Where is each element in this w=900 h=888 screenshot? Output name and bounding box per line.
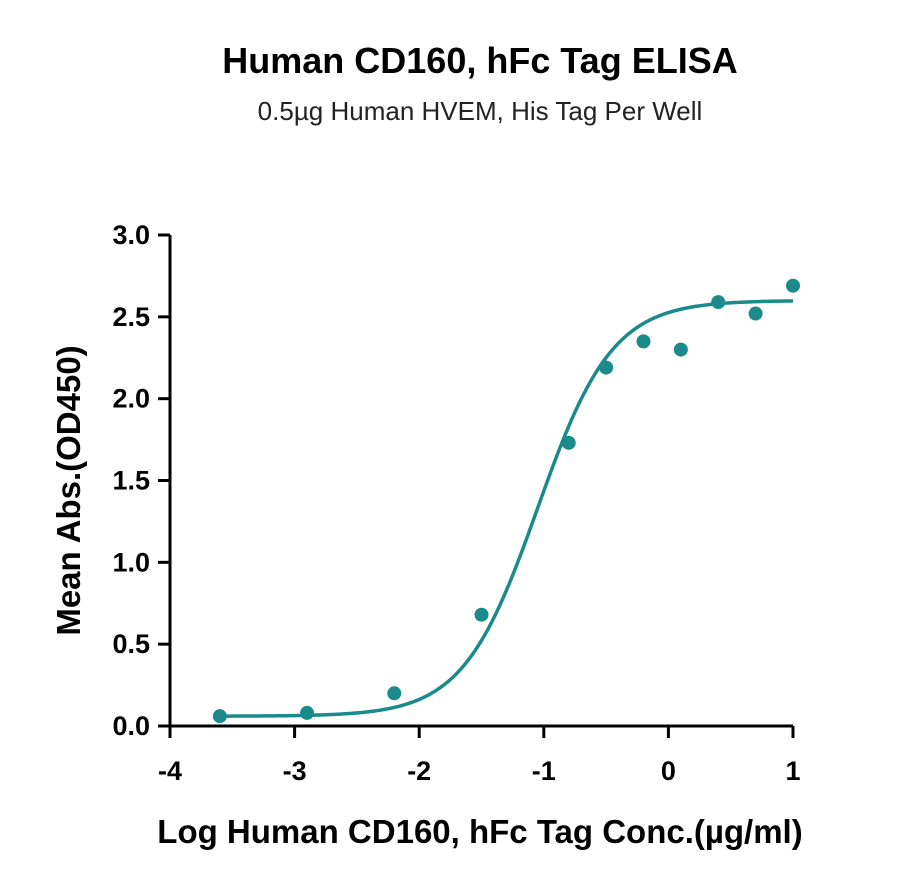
x-axis-title: Log Human CD160, hFc Tag Conc.(µg/ml) [157,813,802,850]
chart-subtitle: 0.5µg Human HVEM, His Tag Per Well [257,96,703,126]
y-tick-label: 2.0 [112,384,150,414]
ticks: 0.0 0.5 1.0 1.5 2.0 2.5 3.0 -4 -3 -2 -1 0 1 [112,220,800,786]
axes [168,235,793,728]
data-point [673,342,688,357]
y-axis-title: Mean Abs.(OD450) [50,345,87,635]
x-tick-label: 0 [661,756,676,786]
x-tick-label: -1 [532,756,556,786]
data-point [474,607,489,622]
y-tick-label: 1.0 [112,547,150,577]
chart-title: Human CD160, hFc Tag ELISA [222,40,738,81]
data-point [561,435,576,450]
data-point [711,295,726,310]
data-point [748,306,763,321]
data-point [636,334,651,349]
x-tick-label: -3 [283,756,307,786]
fit-curve-group [219,299,794,718]
data-point [387,686,402,701]
x-tick-label: 1 [785,756,800,786]
y-tick-label: 1.5 [112,466,150,496]
data-point [599,360,614,375]
data-point [212,709,227,724]
y-tick-label: 2.5 [112,302,150,332]
x-tick-label: -2 [407,756,431,786]
data-points [212,278,800,724]
data-point [300,705,315,720]
y-tick-label: 0.5 [112,629,150,659]
fit-curve [219,299,794,718]
y-tick-label: 3.0 [112,220,150,250]
x-tick-label: -4 [158,756,182,786]
y-tick-label: 0.0 [112,711,150,741]
data-point [786,278,800,293]
